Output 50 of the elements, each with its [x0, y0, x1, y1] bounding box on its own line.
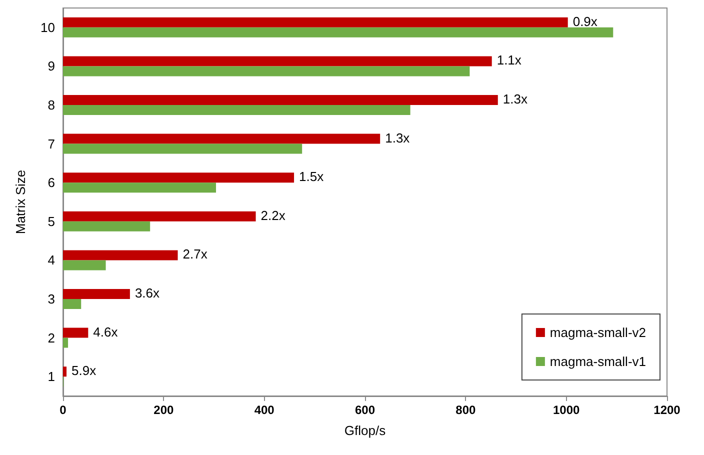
y-tick-label: 3 — [48, 292, 55, 306]
bar — [63, 366, 67, 377]
legend-label: magma-small-v1 — [550, 354, 646, 369]
bar — [63, 27, 614, 38]
bar — [63, 144, 302, 154]
bar — [63, 172, 294, 183]
bar — [63, 105, 410, 115]
x-tick-label: 400 — [254, 403, 275, 417]
bar — [63, 328, 88, 338]
bar — [63, 182, 216, 193]
x-tick-label: 600 — [354, 403, 376, 417]
annotation: 2.2x — [260, 208, 286, 223]
y-axis-title: Matrix Size — [13, 170, 28, 234]
bar — [63, 95, 498, 105]
bar — [63, 250, 178, 260]
annotation: 2.7x — [182, 246, 208, 262]
y-tick-label: 7 — [48, 136, 55, 152]
x-tick-label: 1000 — [552, 403, 580, 417]
bar — [63, 66, 470, 76]
bar — [63, 17, 568, 28]
x-tick-label: 200 — [154, 403, 174, 417]
y-tick-label: 8 — [48, 98, 55, 112]
annotation: 1.3x — [502, 92, 528, 106]
annotation: 4.6x — [93, 324, 118, 340]
bar — [63, 260, 106, 270]
y-tick-label: 9 — [48, 58, 55, 74]
y-tick-label: 10 — [40, 20, 55, 35]
bar — [63, 221, 150, 232]
annotation: 1.3x — [385, 130, 410, 146]
y-tick-label: 5 — [48, 214, 55, 229]
y-tick-label: 4 — [48, 252, 55, 268]
annotation: 5.9x — [72, 363, 97, 378]
y-tick-label: 1 — [48, 369, 55, 384]
annotation: 0.9x — [572, 14, 598, 29]
x-tick-label: 800 — [456, 403, 476, 417]
bar — [63, 299, 82, 309]
bar — [63, 289, 130, 299]
x-tick-label: 0 — [60, 403, 67, 417]
annotation: 3.6x — [134, 286, 160, 300]
bar — [63, 56, 492, 66]
annotation: 1.1x — [496, 52, 522, 68]
annotation: 1.5x — [299, 169, 324, 184]
bar — [63, 338, 68, 348]
x-tick-label: 1200 — [654, 403, 681, 417]
bar — [63, 211, 256, 222]
y-tick-label: 2 — [48, 330, 55, 346]
x-axis-title: Gflop/s — [344, 423, 386, 438]
legend-label: magma-small-v2 — [550, 325, 646, 340]
bar — [63, 134, 380, 144]
y-tick-label: 6 — [48, 175, 55, 190]
